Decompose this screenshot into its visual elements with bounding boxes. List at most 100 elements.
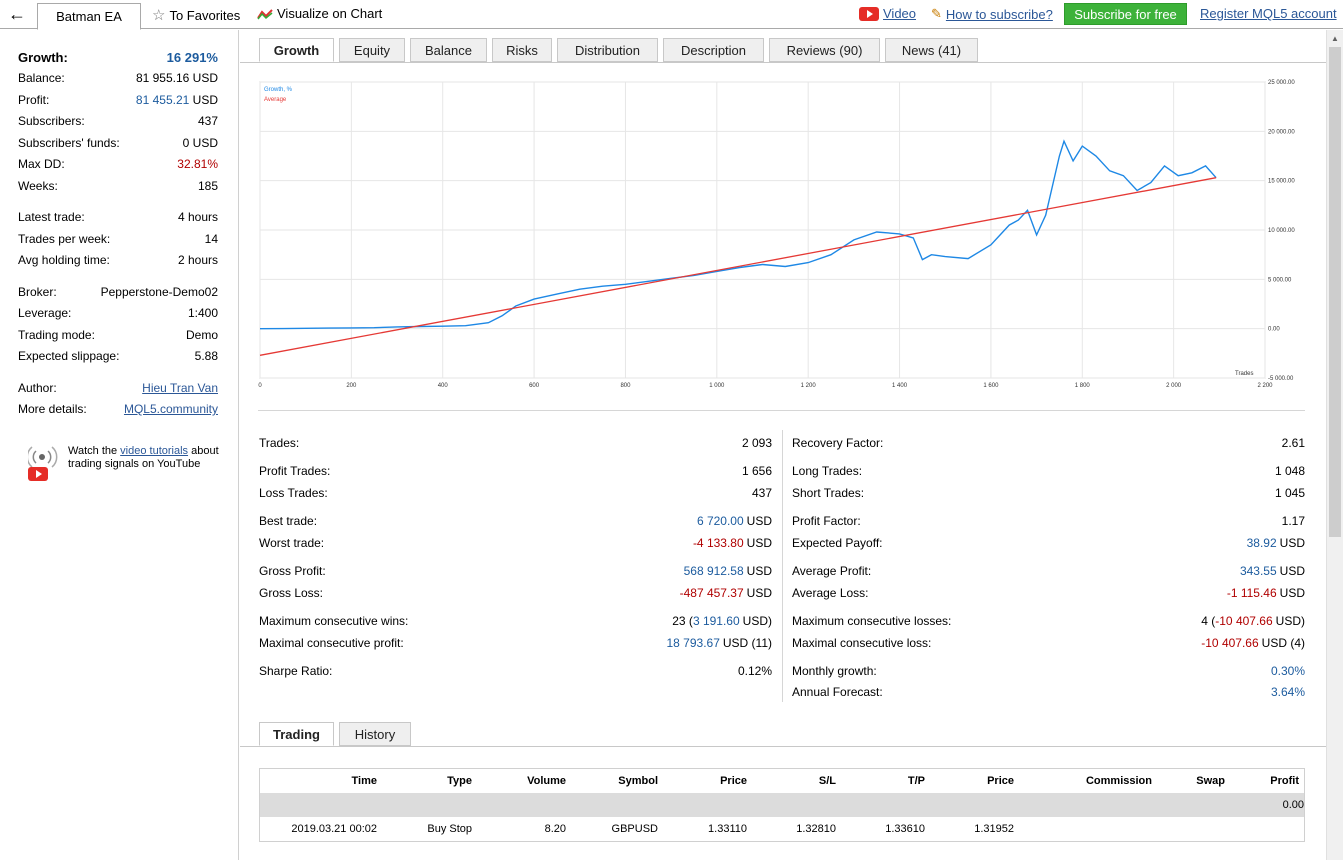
stat-label: Trades: bbox=[259, 436, 300, 450]
stat-value-group: 23 (3 191.60 USD) bbox=[672, 614, 772, 628]
stat-row: Annual Forecast: 3.64% bbox=[792, 683, 1305, 701]
scroll-up-arrow-icon[interactable]: ▲ bbox=[1331, 34, 1339, 43]
stat-value: 18 793.67 bbox=[666, 636, 720, 650]
stat-unit: USD bbox=[192, 93, 218, 107]
how-to-subscribe-link[interactable]: ✎ How to subscribe? bbox=[931, 6, 1053, 22]
tab-reviews[interactable]: Reviews (90) bbox=[769, 38, 880, 62]
stat-unit: USD (4) bbox=[1261, 636, 1305, 650]
signal-title-tab[interactable]: Batman EA bbox=[37, 3, 141, 30]
tab-growth[interactable]: Growth bbox=[259, 38, 334, 62]
stat-weeks: Weeks: 185 bbox=[18, 177, 218, 195]
stat-subscribers-funds: Subscribers' funds: 0 USD bbox=[18, 134, 218, 152]
author-link[interactable]: Hieu Tran Van bbox=[142, 381, 218, 395]
stat-label: Expected slippage: bbox=[18, 349, 120, 363]
stat-value: 81 455.21 bbox=[135, 93, 190, 107]
stat-unit: USD bbox=[746, 514, 772, 528]
more-details-link[interactable]: MQL5.community bbox=[123, 402, 218, 416]
stat-label: Weeks: bbox=[18, 179, 58, 193]
visualize-label: Visualize on Chart bbox=[277, 6, 383, 21]
stat-row: Average Loss: -1 115.46 USD bbox=[792, 584, 1305, 602]
stat-label: Worst trade: bbox=[259, 536, 325, 550]
table-row[interactable]: 2019.03.21 00:02 Buy Stop 8.20 GBPUSD 1.… bbox=[260, 817, 1304, 841]
signal-title: Batman EA bbox=[56, 9, 122, 24]
video-tutorials-link[interactable]: video tutorials bbox=[120, 445, 189, 457]
tab-news[interactable]: News (41) bbox=[885, 38, 978, 62]
stat-value: 437 bbox=[197, 114, 218, 128]
y-tick-label: 0.00 bbox=[1268, 327, 1280, 333]
help-icon: ✎ bbox=[931, 6, 942, 21]
stat-value: 2 hours bbox=[177, 253, 218, 267]
stat-unit: USD bbox=[746, 536, 772, 550]
cell-price-current: 1.31952 bbox=[974, 823, 1014, 835]
broadcast-youtube-icon bbox=[26, 445, 62, 481]
tab-distribution[interactable]: Distribution bbox=[557, 38, 658, 62]
stat-profit: Profit: 81 455.21 USD bbox=[18, 91, 218, 109]
stat-value: 1:400 bbox=[187, 306, 218, 320]
cell-sl: 1.32810 bbox=[796, 823, 836, 835]
tab-risks[interactable]: Risks bbox=[492, 38, 552, 62]
stat-row: Average Profit: 343.55 USD bbox=[792, 562, 1305, 580]
stat-value: 81 955.16 USD bbox=[135, 71, 218, 85]
stat-label: Maximum consecutive wins: bbox=[259, 614, 409, 628]
scroll-thumb[interactable] bbox=[1329, 47, 1341, 537]
stat-value: 0.30% bbox=[1270, 664, 1305, 678]
stat-unit: USD (11) bbox=[722, 636, 772, 650]
stat-label: Monthly growth: bbox=[792, 664, 877, 678]
stat-value: 1 656 bbox=[741, 464, 772, 478]
tab-trading[interactable]: Trading bbox=[259, 722, 334, 746]
favorites-button[interactable]: ☆ To Favorites bbox=[152, 6, 240, 24]
stat-label: Average Loss: bbox=[792, 586, 869, 600]
stat-label: Long Trades: bbox=[792, 464, 863, 478]
series-average-line bbox=[259, 177, 1217, 356]
stat-value-group: 1 048 bbox=[1275, 464, 1305, 478]
stat-value: 1.17 bbox=[1281, 514, 1305, 528]
col-time: Time bbox=[351, 775, 377, 787]
stat-value-group: -487 457.37 USD bbox=[680, 586, 772, 600]
tab-history[interactable]: History bbox=[339, 722, 411, 746]
col-sl: S/L bbox=[818, 775, 836, 787]
stat-value: 1 048 bbox=[1274, 464, 1305, 478]
page-scrollbar[interactable]: ▲ bbox=[1326, 30, 1343, 860]
col-volume: Volume bbox=[527, 775, 566, 787]
register-link[interactable]: Register MQL5 account bbox=[1200, 6, 1337, 21]
stat-value-group: 343.55 USD bbox=[1240, 564, 1305, 578]
tab-equity[interactable]: Equity bbox=[339, 38, 405, 62]
stat-label: Subscribers: bbox=[18, 114, 85, 128]
tab-balance[interactable]: Balance bbox=[410, 38, 487, 62]
main-tabs: Growth Equity Balance Risks Distribution… bbox=[259, 38, 983, 62]
stat-value-group: 0.30% bbox=[1271, 664, 1305, 678]
stat-label: Broker: bbox=[18, 285, 57, 299]
x-tick-label: 1 800 bbox=[1075, 383, 1091, 389]
col-type: Type bbox=[447, 775, 472, 787]
stat-label: Maximal consecutive loss: bbox=[792, 636, 932, 650]
legend-growth: Growth, % bbox=[264, 87, 293, 93]
stat-row: Maximum consecutive losses: 4 (-10 407.66… bbox=[792, 612, 1305, 630]
back-arrow-icon[interactable]: ← bbox=[8, 4, 26, 24]
stat-label: Subscribers' funds: bbox=[18, 136, 120, 150]
subscribe-button[interactable]: Subscribe for free bbox=[1064, 3, 1187, 25]
stat-value-group: 18 793.67 USD (11) bbox=[666, 636, 772, 650]
stat-label: Author: bbox=[18, 381, 57, 395]
stat-value-group: 2 093 bbox=[742, 436, 772, 450]
stat-unit: USD) bbox=[1275, 614, 1305, 628]
x-tick-label: 1 600 bbox=[983, 383, 999, 389]
stat-value: 1 045 bbox=[1274, 486, 1305, 500]
stat-label: Balance: bbox=[18, 71, 65, 85]
stat-row: Maximum consecutive wins: 23 (3 191.60 USD… bbox=[259, 612, 772, 630]
sidebar: Growth: 16 291% Balance: 81 955.16 USD P… bbox=[0, 30, 239, 860]
series-growth-line bbox=[259, 139, 1217, 330]
x-axis-label: Trades bbox=[1235, 371, 1253, 377]
video-link[interactable]: Video bbox=[859, 6, 916, 21]
tab-description[interactable]: Description bbox=[663, 38, 764, 62]
col-price: Price bbox=[720, 775, 747, 787]
stat-value: 5.88 bbox=[194, 349, 218, 363]
cell-type: Buy Stop bbox=[427, 823, 472, 835]
stat-row: Loss Trades: 437 bbox=[259, 484, 772, 502]
stat-label: Sharpe Ratio: bbox=[259, 664, 333, 678]
stat-max-dd: Max DD: 32.81% bbox=[18, 155, 218, 173]
visualize-button[interactable]: Visualize on Chart bbox=[257, 6, 382, 21]
stat-balance: Balance: 81 955.16 USD bbox=[18, 69, 218, 87]
stat-value: 38.92 bbox=[1246, 536, 1277, 550]
stat-row: Gross Profit: 568 912.58 USD bbox=[259, 562, 772, 580]
stat-avg-holding: Avg holding time: 2 hours bbox=[18, 251, 218, 269]
